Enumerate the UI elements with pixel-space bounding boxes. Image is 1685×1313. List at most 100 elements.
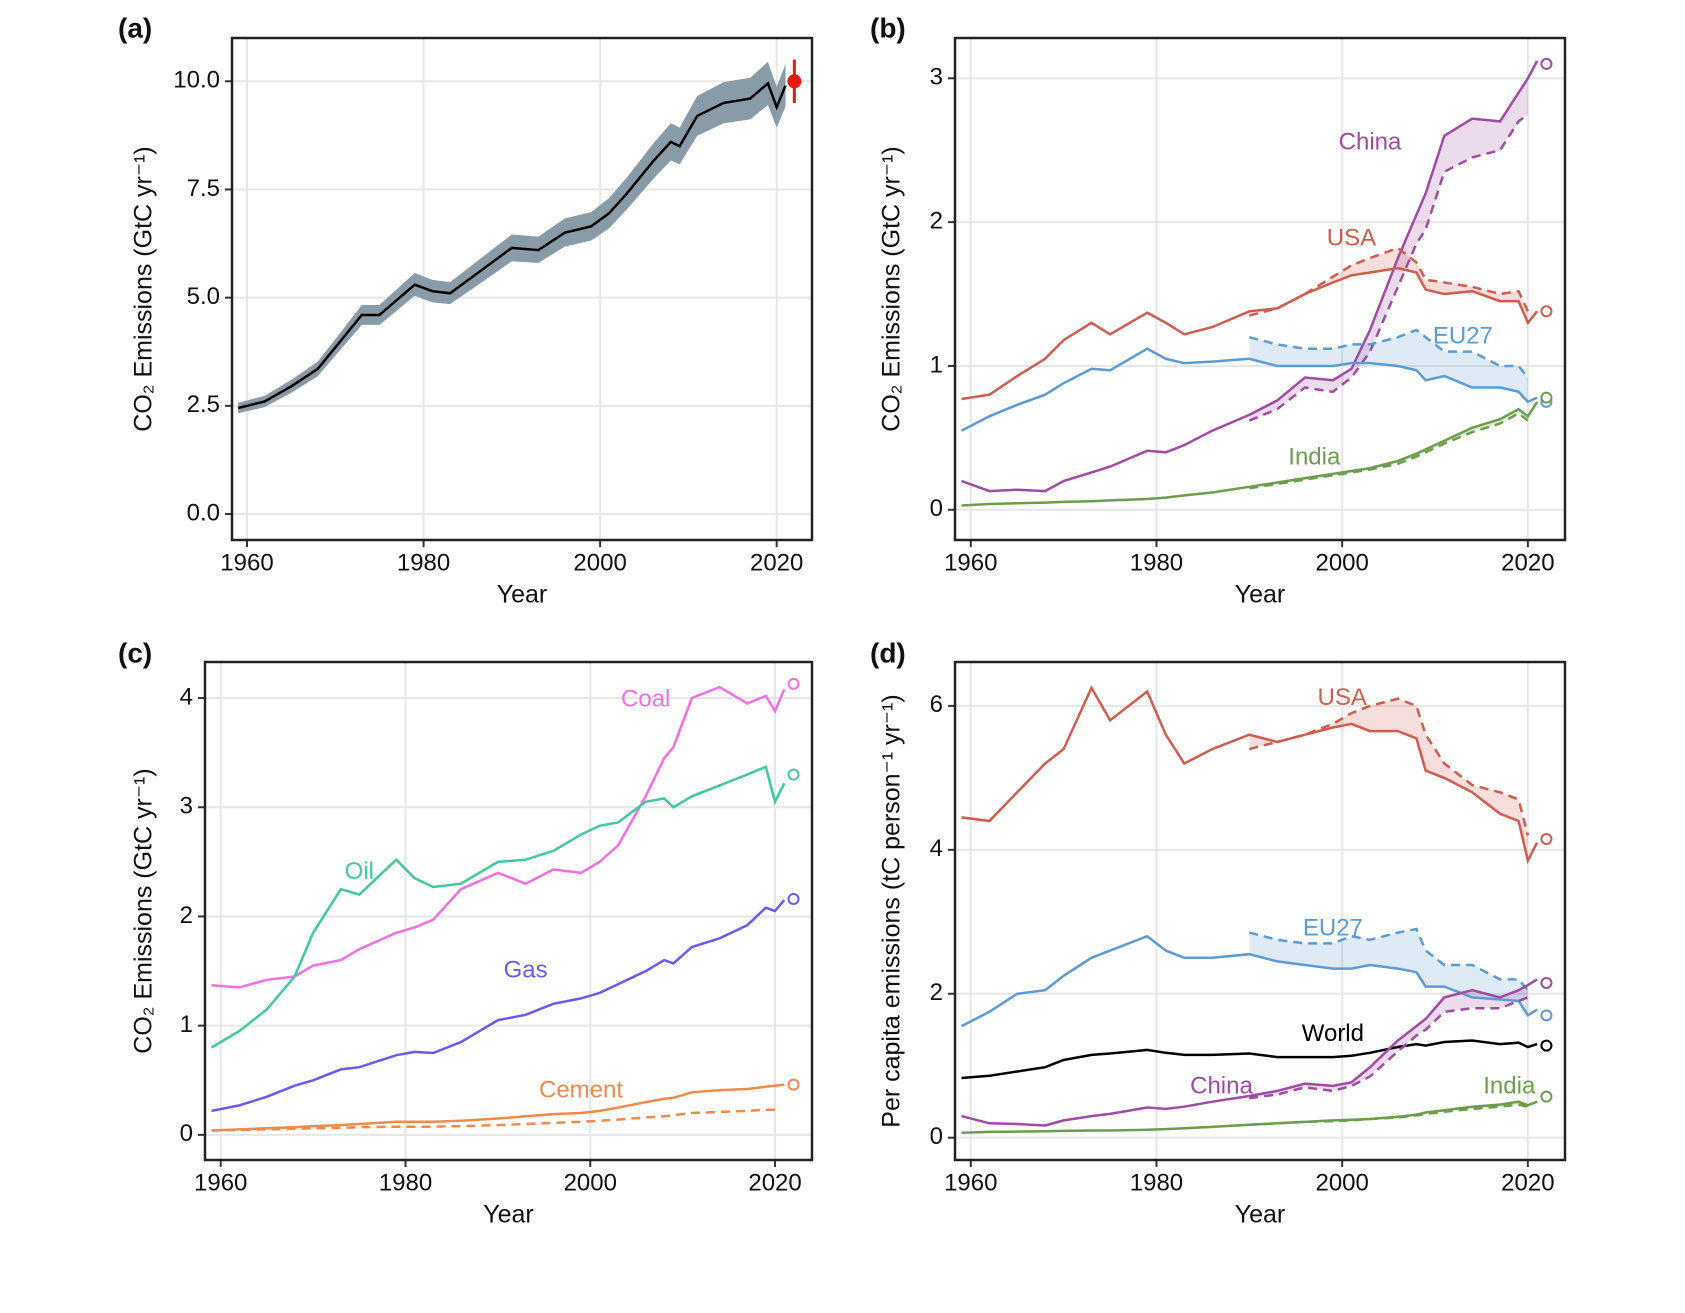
dashed-line — [1249, 996, 1529, 1100]
y-tick-label: 0.0 — [187, 499, 220, 526]
series-line — [961, 266, 1539, 401]
y-tick-label: 3 — [930, 64, 943, 91]
series-line — [960, 347, 1538, 432]
projection-point — [787, 768, 800, 781]
series-line — [211, 899, 786, 1113]
y-tick-label: 4 — [180, 683, 193, 710]
y-tick-label: 5.0 — [187, 283, 220, 310]
plot-background — [205, 662, 812, 1160]
y-tick-label: 2 — [930, 207, 943, 234]
series-label: EU27 — [1303, 914, 1363, 941]
projection-point — [787, 74, 802, 89]
series-line — [211, 1083, 785, 1132]
dashed-line — [1249, 411, 1529, 490]
series-label: USA — [1327, 225, 1376, 252]
series-label: Coal — [621, 686, 670, 713]
shade — [1249, 78, 1528, 421]
x-tick-label: 1980 — [1130, 549, 1183, 576]
projection-point — [1540, 1090, 1553, 1103]
panel: 1960 1980 2000 2020 0 2 4 6 USA EU27 World China Ind… — [870, 637, 1567, 1229]
series-label: India — [1288, 443, 1341, 470]
uncertainty-band — [238, 61, 786, 414]
series-label: USA — [1317, 684, 1366, 711]
plot-frame — [953, 660, 1567, 1162]
plot — [210, 685, 786, 1132]
dashed-line — [1248, 697, 1530, 836]
y-tick-label: 1 — [930, 351, 943, 378]
x-tick-label: 2000 — [1315, 1169, 1368, 1196]
x-tick-label: 2020 — [1501, 1169, 1554, 1196]
y-tick-label: 0 — [930, 1123, 943, 1150]
series-label: Oil — [345, 858, 374, 885]
x-tick-label: 2020 — [748, 1169, 801, 1196]
series-line — [961, 978, 1538, 1127]
x-tick-label: 2020 — [750, 549, 803, 576]
dashed-line — [1249, 1103, 1529, 1126]
plot — [237, 61, 787, 414]
series-line — [211, 685, 786, 989]
y-tick-label: 6 — [930, 691, 943, 718]
projection-point — [1540, 391, 1553, 404]
dashed-line — [1248, 328, 1529, 379]
series-label: EU27 — [1433, 323, 1493, 350]
series-line — [961, 1100, 1538, 1134]
series-label: Cement — [539, 1077, 623, 1104]
series-line — [237, 81, 787, 410]
panel-label: (c) — [118, 637, 152, 668]
series-label: China — [1339, 128, 1402, 155]
y-tick-label: 1 — [180, 1011, 193, 1038]
series-label: World — [1302, 1020, 1364, 1047]
x-tick-label: 2000 — [564, 1169, 617, 1196]
plot-background — [955, 38, 1565, 540]
panel-label: (a) — [118, 12, 152, 43]
y-axis-label: CO₂ Emissions (GtC yr⁻¹) — [878, 146, 906, 431]
x-tick-label: 1980 — [397, 549, 450, 576]
x-tick-label: 1960 — [220, 549, 273, 576]
projection-point — [1540, 833, 1553, 846]
projection-point — [1540, 305, 1553, 318]
dashed-line — [211, 1108, 775, 1132]
x-tick-label: 2020 — [1501, 549, 1554, 576]
plot-background — [955, 662, 1565, 1160]
series-line — [961, 401, 1539, 507]
x-axis-label: Year — [1235, 1201, 1286, 1229]
plot-frame — [230, 36, 814, 542]
dashed-line — [1248, 113, 1529, 422]
plot-frame — [203, 660, 814, 1162]
x-axis-label: Year — [497, 581, 548, 609]
x-tick-label: 1980 — [379, 1169, 432, 1196]
series-label: China — [1190, 1073, 1253, 1100]
x-tick-label: 2000 — [573, 549, 626, 576]
series-label: India — [1483, 1073, 1536, 1100]
y-tick-label: 2 — [930, 979, 943, 1006]
series-line — [961, 1039, 1538, 1080]
projection-point — [787, 892, 800, 905]
y-tick-label: 0 — [180, 1120, 193, 1147]
plot — [960, 60, 1539, 507]
projection-point — [1540, 57, 1553, 70]
projection-point — [787, 1078, 800, 1091]
y-axis-label: CO₂ Emissions (GtC yr⁻¹) — [130, 768, 158, 1053]
plot — [960, 685, 1539, 1134]
series-line — [210, 765, 786, 1049]
panel: 1960 1980 2000 2020 0.0 2.5 5.0 7.5 10.0 (a) Year C… — [118, 12, 814, 609]
y-tick-label: 2.5 — [187, 391, 220, 418]
y-tick-label: 2 — [180, 902, 193, 929]
x-tick-label: 2000 — [1315, 549, 1368, 576]
y-tick-label: 4 — [930, 835, 943, 862]
projection-point — [787, 677, 800, 690]
series-line — [961, 685, 1539, 865]
y-tick-label: 10.0 — [173, 67, 220, 94]
y-axis-label: CO₂ Emissions (GtC yr⁻¹) — [130, 146, 158, 431]
panel-label: (b) — [870, 12, 906, 43]
x-axis-label: Year — [1235, 581, 1286, 609]
series-label: Gas — [504, 956, 548, 983]
x-tick-label: 1960 — [944, 1169, 997, 1196]
y-tick-label: 0 — [930, 495, 943, 522]
series-line — [961, 60, 1539, 493]
x-tick-label: 1960 — [194, 1169, 247, 1196]
panel: 1960 1980 2000 2020 0 1 2 3 4 Coal Oil Gas Cement (c)… — [118, 637, 814, 1229]
projection-point — [1540, 1009, 1553, 1022]
dashed-line — [1248, 246, 1530, 317]
shade — [1249, 929, 1528, 1016]
